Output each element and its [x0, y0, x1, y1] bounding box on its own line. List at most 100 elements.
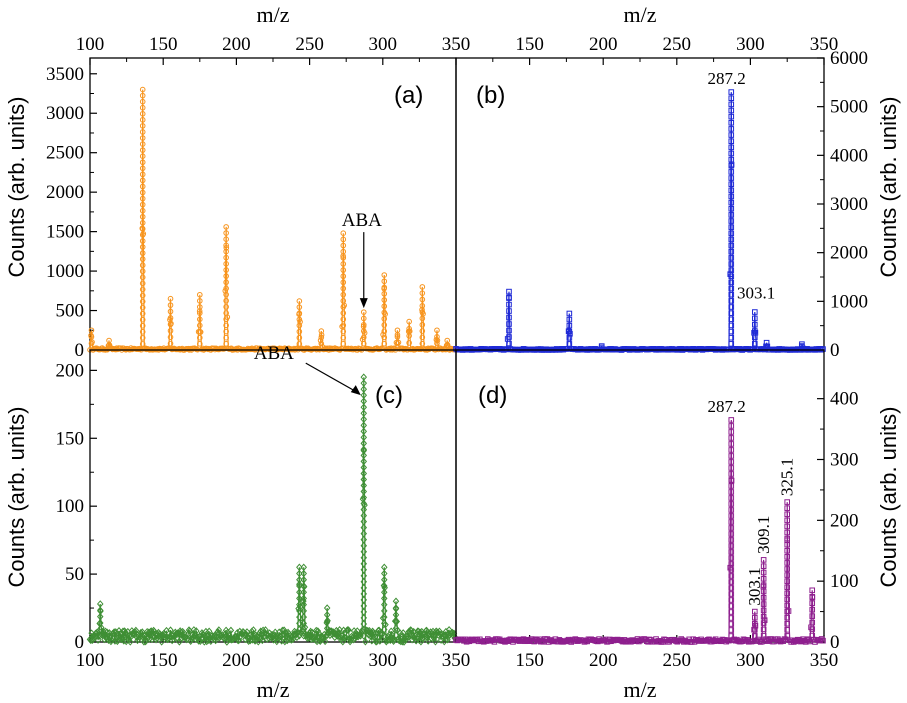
data-point: [506, 288, 512, 295]
peak-point: [728, 561, 735, 567]
x-tick-label: 300: [736, 650, 765, 671]
peak-point: [360, 379, 368, 387]
data-point: [267, 633, 274, 641]
peak-point: [139, 104, 146, 111]
data-point: [298, 627, 306, 635]
peak-point: [506, 327, 512, 334]
peak-point: [752, 614, 758, 621]
peak-point: [419, 334, 426, 341]
peak-point: [381, 632, 388, 640]
y-axis-label-b: Counts (arb. units): [876, 97, 901, 278]
data-point: [234, 628, 241, 637]
data-point: [188, 635, 195, 643]
peak-point: [139, 183, 146, 190]
data-point: [122, 637, 130, 646]
peak-point: [381, 322, 388, 328]
peak-point: [728, 156, 735, 163]
peak-point: [728, 322, 735, 329]
peak-point: [139, 322, 146, 329]
peak-point: [728, 113, 735, 120]
x-tick-label: 300: [736, 34, 765, 55]
peak-point: [360, 541, 368, 550]
peak-point: [139, 250, 146, 256]
data-point: [101, 635, 108, 644]
peak-point: [300, 588, 308, 596]
peak-point: [139, 329, 146, 335]
peak-point: [566, 341, 573, 347]
peak-point: [167, 334, 174, 340]
peak-point: [300, 619, 308, 628]
peak-point: [139, 220, 146, 226]
peak-point: [728, 579, 735, 585]
peak-point: [419, 296, 426, 303]
peak-point: [728, 341, 735, 347]
peak-point: [728, 615, 735, 621]
peak-point: [728, 279, 735, 286]
peak-point: [728, 236, 735, 243]
peak-point: [784, 596, 791, 603]
peak-point: [296, 316, 303, 323]
data-point: [763, 339, 770, 346]
peak-point: [728, 471, 735, 477]
peak-point: [728, 242, 735, 249]
x-tick-label: 200: [222, 650, 251, 671]
data-point: [381, 272, 388, 278]
data-point: [110, 628, 118, 636]
peak-point: [392, 611, 400, 619]
peak-point: [139, 153, 146, 159]
peak-point: [360, 505, 368, 514]
peak-point: [381, 328, 388, 335]
peak-point: [394, 340, 401, 347]
data-point: [102, 627, 109, 636]
peak-point: [760, 594, 767, 601]
data-point: [728, 417, 735, 423]
y-tick-label: 3000: [46, 103, 84, 124]
peak-point: [139, 226, 146, 232]
peak-annotation: 303.1: [737, 284, 775, 303]
y-tick-label: 400: [830, 389, 859, 410]
peak-point: [139, 123, 146, 129]
peak-point: [728, 230, 735, 237]
data-point: [340, 230, 347, 236]
data-point: [149, 632, 157, 641]
data-point: [344, 626, 351, 634]
peak-point: [340, 328, 347, 335]
data-point: [184, 630, 192, 638]
peak-point: [784, 633, 791, 639]
peak-point: [809, 619, 816, 626]
peak-point: [223, 273, 229, 279]
peak-point: [784, 511, 791, 518]
peak-point: [360, 620, 368, 628]
y-tick-label: 100: [56, 496, 85, 517]
peak-point: [728, 531, 735, 537]
peak-point: [323, 611, 331, 619]
peak-point: [728, 199, 735, 206]
data-point: [296, 298, 303, 304]
peak-point: [167, 321, 174, 328]
peak-point: [381, 290, 388, 297]
data-point: [293, 633, 301, 642]
y-tick-label: 0: [75, 340, 85, 361]
peak-point: [139, 213, 146, 220]
peak-point: [419, 315, 426, 322]
data-point: [820, 346, 826, 352]
y-axis-label-a: Counts (arb. units): [4, 97, 29, 278]
peak-point: [139, 292, 146, 299]
peak-point: [728, 205, 735, 212]
peak-point: [360, 421, 368, 430]
peak-point: [139, 195, 146, 202]
peak-point: [223, 267, 229, 273]
peak-point: [296, 575, 303, 584]
data-point: [126, 638, 134, 646]
series-line: [89, 89, 457, 352]
peak-point: [728, 567, 735, 573]
peak-point: [360, 547, 368, 556]
peak-point: [139, 274, 146, 281]
peak-point: [752, 340, 758, 347]
peak-point: [728, 144, 735, 151]
data-point: [419, 284, 426, 290]
data-point: [403, 632, 410, 641]
panel-b: 150 200 250 300 350 0 1000 2000 3000 4000 5000 6000…: [453, 34, 868, 361]
peak-point: [728, 441, 735, 447]
arrowhead: [359, 298, 368, 309]
